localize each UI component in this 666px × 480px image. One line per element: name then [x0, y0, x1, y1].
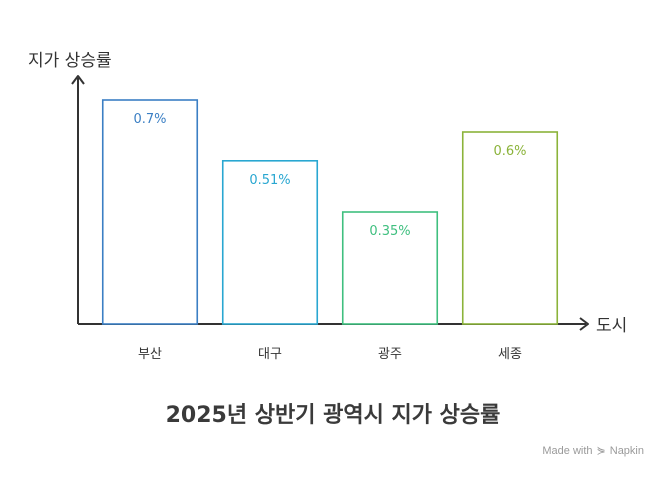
- y-axis-label: 지가 상승률: [28, 51, 112, 71]
- bar-value-label-2: 0.51%: [249, 173, 290, 188]
- x-axis-arrow-icon: [579, 317, 589, 331]
- x-tick-label-1: 부산: [138, 347, 162, 362]
- x-axis-label: 도시: [596, 316, 627, 336]
- x-tick-label-4: 세종: [498, 347, 522, 362]
- bar-value-label-3: 0.35%: [369, 224, 410, 239]
- made-with-label: Made with: [542, 444, 593, 457]
- napkin-attribution: Made with ⋟ Napkin: [542, 444, 644, 458]
- bar-4: [461, 131, 559, 325]
- y-axis-arrow-icon: [71, 75, 85, 85]
- x-tick-label-3: 광주: [378, 347, 402, 362]
- napkin-logo-icon: ⋟: [596, 445, 606, 457]
- chart-title: 2025년 상반기 광역시 지가 상승률: [166, 403, 501, 428]
- bar-2: [221, 160, 319, 325]
- x-tick-label-2: 대구: [258, 347, 282, 362]
- bar-3: [341, 211, 439, 325]
- bar-value-label-1: 0.7%: [133, 112, 166, 127]
- brand-label: Napkin: [609, 444, 644, 457]
- bar-value-label-4: 0.6%: [493, 144, 526, 159]
- bar-1: [101, 99, 199, 325]
